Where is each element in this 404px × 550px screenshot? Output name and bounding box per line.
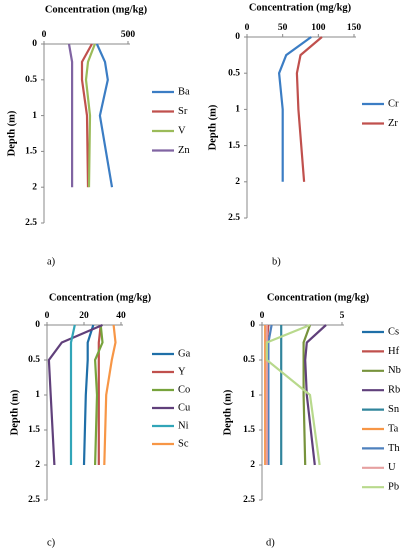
y-tick-label: 1 bbox=[35, 390, 40, 400]
panel-label: a) bbox=[47, 256, 56, 267]
series-line bbox=[304, 324, 327, 466]
x-tick-label: 0 bbox=[245, 23, 250, 33]
y-tick-label: 0.5 bbox=[28, 355, 40, 365]
y-tick-label: 2.5 bbox=[243, 495, 255, 505]
x-tick-label: 500 bbox=[121, 30, 136, 40]
legend-label: Ni bbox=[178, 420, 189, 431]
legend-label: Co bbox=[178, 384, 190, 395]
series-line bbox=[80, 43, 93, 188]
panel-label: d) bbox=[266, 537, 275, 548]
y-tick-label: 1.5 bbox=[25, 147, 37, 157]
series-line bbox=[82, 324, 95, 466]
legend-label: Ba bbox=[178, 86, 190, 97]
legend-label: Hf bbox=[388, 346, 400, 357]
y-tick-label: 1 bbox=[235, 105, 240, 115]
y-tick-label: 2.5 bbox=[28, 495, 40, 505]
x-tick-label: 5 bbox=[340, 311, 345, 321]
y-tick-label: 1.5 bbox=[28, 425, 40, 435]
y-tick-label: 2 bbox=[32, 182, 37, 192]
x-tick-label: 100 bbox=[311, 23, 326, 33]
panel-label: b) bbox=[272, 256, 281, 267]
y-tick-label: 1 bbox=[32, 111, 37, 121]
legend-label: U bbox=[388, 462, 396, 473]
y-tick-label: 0 bbox=[32, 39, 37, 49]
legend-label: Rb bbox=[388, 385, 400, 396]
x-tick-label: 0 bbox=[45, 311, 50, 321]
series-line bbox=[277, 36, 312, 182]
series-line bbox=[302, 324, 312, 466]
series-line bbox=[267, 324, 273, 465]
series-line bbox=[69, 324, 76, 465]
legend-label: Th bbox=[388, 443, 400, 454]
series-line bbox=[47, 323, 103, 466]
x-axis-title: Concentration (mg/kg) bbox=[267, 292, 370, 303]
y-tick-label: 0.5 bbox=[25, 75, 37, 85]
legend-label: Nb bbox=[388, 365, 401, 376]
legend-label: Zr bbox=[388, 118, 398, 129]
x-tick-label: 0 bbox=[260, 311, 265, 321]
legend-label: Sc bbox=[178, 438, 189, 449]
y-tick-label: 0 bbox=[35, 320, 40, 330]
x-tick-label: 150 bbox=[347, 23, 362, 33]
series-line bbox=[93, 324, 104, 466]
legend-label: Zn bbox=[178, 145, 190, 156]
legend-label: Pb bbox=[388, 482, 399, 493]
series-line bbox=[95, 43, 114, 188]
y-tick-label: 0 bbox=[250, 320, 255, 330]
y-tick-label: 1.5 bbox=[228, 141, 240, 151]
series-line bbox=[103, 324, 117, 466]
x-tick-label: 0 bbox=[42, 30, 47, 40]
y-axis-title: Depth (m) bbox=[9, 389, 20, 435]
y-tick-label: 2 bbox=[250, 460, 255, 470]
x-axis-title: Concentration (mg/kg) bbox=[45, 4, 148, 15]
legend-label: Cs bbox=[388, 326, 399, 337]
y-tick-label: 2 bbox=[235, 177, 240, 187]
x-tick-label: 20 bbox=[79, 311, 89, 321]
legend-label: Ga bbox=[178, 348, 191, 359]
x-tick-label: 40 bbox=[116, 311, 126, 321]
y-tick-label: 2 bbox=[35, 460, 40, 470]
legend-label: Y bbox=[178, 366, 186, 377]
series-line bbox=[84, 43, 96, 188]
y-tick-label: 1.5 bbox=[243, 425, 255, 435]
legend-label: Cr bbox=[388, 98, 399, 109]
y-axis-title: Depth (m) bbox=[222, 389, 233, 435]
series-line bbox=[295, 36, 323, 182]
legend-label: Cu bbox=[178, 402, 191, 413]
panel-label: c) bbox=[47, 537, 56, 548]
y-tick-label: 1 bbox=[250, 390, 255, 400]
y-axis-title: Depth (m) bbox=[6, 110, 17, 156]
y-tick-label: 0.5 bbox=[243, 355, 255, 365]
legend-label: Sn bbox=[388, 404, 400, 415]
legend-label: Sr bbox=[178, 106, 188, 117]
series-line bbox=[67, 43, 74, 188]
series-line bbox=[97, 324, 102, 465]
y-tick-label: 2.5 bbox=[228, 213, 240, 223]
x-axis-title: Concentration (mg/kg) bbox=[49, 292, 152, 303]
y-axis-title: Depth (m) bbox=[207, 104, 218, 150]
series-line bbox=[265, 323, 321, 466]
y-tick-label: 0 bbox=[235, 32, 240, 42]
legend-label: Ta bbox=[388, 423, 399, 434]
x-tick-label: 50 bbox=[278, 23, 288, 33]
x-axis-title: Concentration (mg/kg) bbox=[249, 2, 352, 13]
y-tick-label: 2.5 bbox=[25, 218, 37, 228]
legend-label: V bbox=[178, 125, 186, 136]
y-tick-label: 0.5 bbox=[228, 68, 240, 78]
